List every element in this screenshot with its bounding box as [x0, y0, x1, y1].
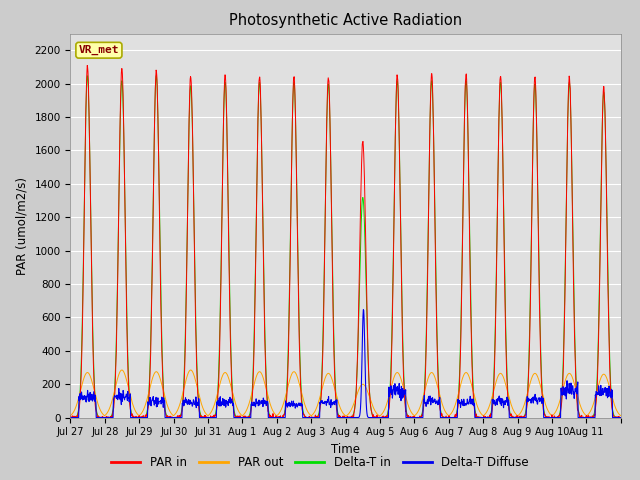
Delta-T Diffuse — [556, 415, 564, 420]
PAR out — [611, 402, 618, 408]
PAR out — [557, 396, 564, 401]
Delta-T in — [321, 223, 329, 228]
X-axis label: Time: Time — [331, 443, 360, 456]
PAR in — [617, 415, 625, 420]
Delta-T in — [83, 73, 91, 79]
Delta-T in — [617, 415, 625, 420]
Line: PAR in: PAR in — [70, 65, 621, 418]
Y-axis label: PAR (umol/m2/s): PAR (umol/m2/s) — [16, 177, 29, 275]
Line: Delta-T Diffuse: Delta-T Diffuse — [70, 310, 621, 418]
Delta-T Diffuse — [476, 415, 483, 420]
PAR out — [332, 389, 339, 395]
Delta-T Diffuse — [331, 399, 339, 405]
Delta-T in — [153, 77, 161, 83]
PAR out — [153, 369, 161, 375]
Delta-T in — [67, 415, 74, 420]
PAR in — [67, 413, 74, 419]
PAR in — [154, 82, 161, 88]
PAR out — [342, 413, 349, 419]
PAR out — [476, 409, 484, 415]
Delta-T in — [342, 415, 349, 420]
Delta-T Diffuse — [360, 307, 367, 312]
PAR in — [476, 414, 484, 420]
Line: PAR out: PAR out — [70, 370, 621, 416]
PAR out — [617, 413, 625, 419]
PAR in — [332, 396, 340, 401]
PAR in — [611, 414, 618, 420]
Delta-T in — [476, 415, 484, 420]
Line: Delta-T in: Delta-T in — [70, 76, 621, 418]
Legend: PAR in, PAR out, Delta-T in, Delta-T Diffuse: PAR in, PAR out, Delta-T in, Delta-T Dif… — [106, 452, 534, 474]
Title: Photosynthetic Active Radiation: Photosynthetic Active Radiation — [229, 13, 462, 28]
PAR in — [321, 209, 329, 215]
Delta-T Diffuse — [67, 415, 74, 420]
Delta-T in — [557, 406, 564, 412]
PAR in — [557, 409, 564, 415]
Delta-T Diffuse — [617, 415, 625, 420]
PAR out — [321, 376, 329, 382]
PAR in — [83, 62, 91, 68]
PAR in — [67, 415, 75, 420]
Delta-T Diffuse — [610, 415, 618, 420]
Delta-T in — [611, 413, 618, 419]
Delta-T Diffuse — [152, 404, 160, 410]
Delta-T Diffuse — [321, 399, 328, 405]
Text: VR_met: VR_met — [79, 45, 119, 55]
Delta-T in — [332, 383, 339, 388]
PAR out — [67, 413, 74, 419]
PAR out — [118, 367, 125, 373]
